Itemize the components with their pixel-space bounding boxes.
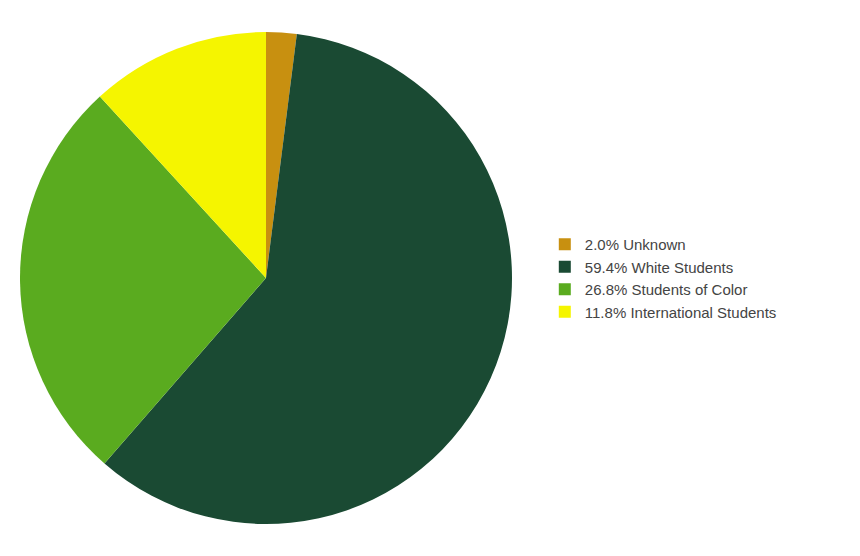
svg-text:59.4% White Students: 59.4% White Students [585, 259, 733, 276]
svg-text:11.8% International Students: 11.8% International Students [585, 304, 777, 321]
svg-text:26.8% Students of Color: 26.8% Students of Color [585, 281, 748, 298]
svg-text:2.0% Unknown: 2.0% Unknown [585, 236, 686, 253]
